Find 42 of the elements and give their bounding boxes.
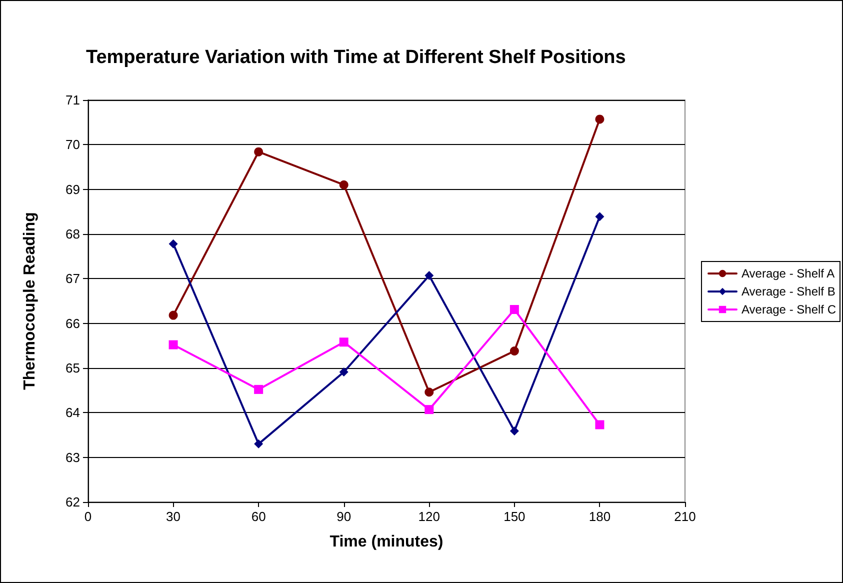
point xyxy=(595,420,604,430)
point xyxy=(254,439,264,448)
x-tick-label: 180 xyxy=(588,509,611,524)
point xyxy=(424,405,434,414)
point xyxy=(339,180,348,190)
point xyxy=(510,304,519,314)
x-tick-label: 0 xyxy=(84,509,92,524)
legend-label: Average - Shelf A xyxy=(742,266,835,280)
y-tick-label: 70 xyxy=(66,137,80,152)
point xyxy=(595,212,604,222)
point xyxy=(510,346,519,356)
x-tick-label: 30 xyxy=(166,509,181,524)
x-tick-label: 60 xyxy=(251,509,266,524)
point xyxy=(595,114,604,124)
point xyxy=(168,239,178,248)
x-axis-title: Time (minutes) xyxy=(330,534,444,550)
y-tick-label: 66 xyxy=(66,316,80,331)
x-tick-label: 150 xyxy=(504,509,526,524)
y-tick-label: 64 xyxy=(66,405,80,420)
legend-label: Average - Shelf C xyxy=(742,302,836,316)
point xyxy=(254,384,264,394)
point xyxy=(168,340,178,350)
point xyxy=(168,310,178,320)
point xyxy=(339,368,348,377)
y-tick-label: 62 xyxy=(66,494,80,510)
chart-title: Temperature Variation with Time at Different Shelf Positions xyxy=(86,47,626,68)
legend-label: Average - Shelf B xyxy=(742,284,836,298)
y-tick-label: 65 xyxy=(66,360,80,376)
point xyxy=(424,271,434,280)
point xyxy=(510,426,519,436)
x-tick-label: 210 xyxy=(674,509,696,524)
y-tick-label: 69 xyxy=(66,182,80,197)
x-tick-label: 120 xyxy=(418,509,440,524)
y-tick-label: 68 xyxy=(66,226,80,242)
point xyxy=(339,338,348,347)
y-axis-title: Thermocouple Reading xyxy=(22,212,38,390)
y-tick-label: 71 xyxy=(66,92,80,108)
point xyxy=(254,147,264,156)
x-tick-label: 90 xyxy=(336,509,352,524)
point xyxy=(424,388,434,397)
y-tick-label: 63 xyxy=(66,450,80,465)
y-tick-label: 67 xyxy=(66,271,80,286)
